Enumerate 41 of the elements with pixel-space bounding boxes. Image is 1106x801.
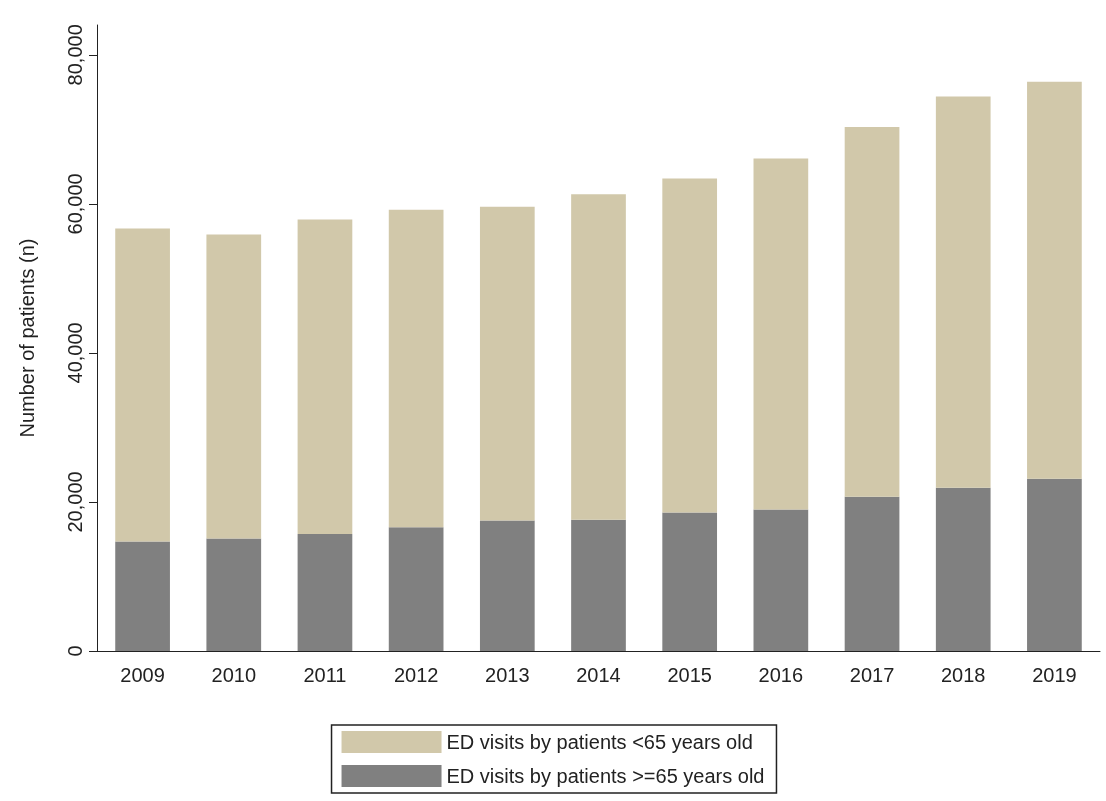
bar <box>571 519 626 651</box>
x-tick-label: 2010 <box>211 664 257 686</box>
bar <box>115 228 170 542</box>
x-tick-label: 2014 <box>576 664 621 686</box>
bar <box>1027 81 1082 479</box>
bar <box>935 96 991 488</box>
bar <box>753 158 809 510</box>
legend-label: ED visits by patients <65 years old <box>446 731 753 753</box>
bar <box>844 496 900 651</box>
y-tick-label: 60,000 <box>64 173 86 235</box>
bar <box>844 127 900 497</box>
x-tick-label: 2012 <box>393 664 439 686</box>
x-tick-label: 2015 <box>667 664 712 686</box>
x-tick-label: 2013 <box>485 664 530 686</box>
bar <box>1027 478 1082 651</box>
bar <box>662 178 718 513</box>
y-axis-title: Number of patients (n) <box>16 238 38 438</box>
bar <box>297 534 353 651</box>
bar <box>479 520 535 651</box>
x-tick-label: 2018 <box>940 664 986 686</box>
y-tick-label: 0 <box>64 645 86 657</box>
y-tick-label: 20,000 <box>64 471 86 533</box>
bar <box>662 512 718 651</box>
bar <box>753 509 809 651</box>
legend-label: ED visits by patients >=65 years old <box>446 765 765 787</box>
x-tick-label: 2017 <box>849 664 895 686</box>
bar <box>297 219 353 534</box>
bar <box>388 527 444 651</box>
y-tick-label: 40,000 <box>64 322 86 384</box>
bar <box>115 541 170 651</box>
bar <box>206 234 262 539</box>
bar <box>571 194 626 520</box>
bar <box>479 206 535 521</box>
x-tick-label: 2009 <box>120 664 165 686</box>
x-tick-label: 2011 <box>303 664 347 686</box>
y-tick-label: 80,000 <box>64 24 86 86</box>
bar <box>206 538 262 651</box>
x-tick-label: 2019 <box>1032 664 1077 686</box>
x-tick-label: 2016 <box>758 664 804 686</box>
bar <box>935 487 991 651</box>
bar <box>388 209 444 528</box>
